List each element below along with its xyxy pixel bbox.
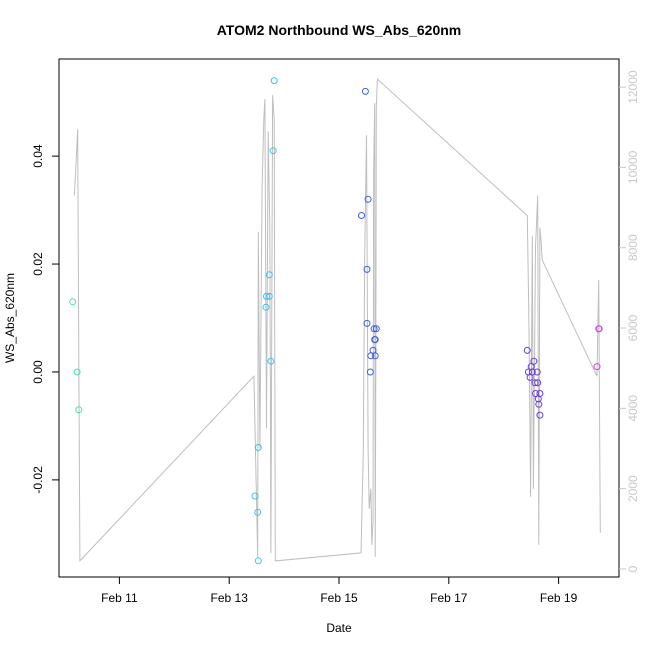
data-point-2 (75, 406, 83, 414)
data-point-33 (531, 379, 539, 387)
data-point-17 (363, 319, 371, 327)
data-point-6 (254, 557, 262, 565)
data-point-14 (358, 212, 365, 219)
data-point-41 (593, 363, 601, 371)
y2-tick-label: 0 (626, 565, 640, 572)
y-tick-label: 0.00 (31, 360, 45, 384)
y2-tick-label: 12000 (626, 70, 640, 104)
x-tick-label: Feb 11 (101, 591, 138, 605)
scatter-points (69, 77, 603, 565)
y-tick-label: 0.02 (31, 252, 45, 276)
y-tick-label: -0.02 (31, 466, 45, 494)
x-tick-label: Feb 19 (540, 591, 578, 605)
data-point-39 (536, 390, 544, 397)
data-point-13 (270, 77, 278, 85)
data-point-19 (366, 368, 374, 376)
data-point-11 (267, 357, 275, 365)
data-point-8 (263, 292, 270, 300)
x-tick-label: Feb 15 (320, 591, 358, 605)
data-point-25 (371, 336, 379, 344)
data-point-26 (372, 325, 380, 333)
right-axis-series (73, 78, 601, 563)
data-point-5 (254, 444, 262, 451)
data-point-27 (523, 346, 531, 354)
x-axis: Feb 11 Feb 13 Feb 15 Feb 17 Feb 19 (101, 577, 578, 605)
x-axis-label: Date (326, 621, 352, 635)
data-point-43 (595, 325, 603, 333)
data-point-0 (69, 298, 77, 306)
data-point-38 (535, 400, 543, 408)
data-point-15 (361, 87, 369, 95)
data-point-35 (533, 368, 541, 376)
data-point-32 (530, 357, 538, 365)
series-line (73, 78, 601, 563)
y2-tick-label: 10000 (626, 150, 640, 184)
data-point-24 (371, 352, 379, 360)
chart-title: ATOM2 Northbound WS_Abs_620nm (217, 22, 462, 38)
data-point-40 (536, 411, 544, 419)
y2-tick-label: 6000 (626, 314, 640, 341)
y2-tick-label: 4000 (626, 395, 640, 422)
data-point-3 (251, 492, 259, 500)
data-point-16 (363, 265, 371, 273)
data-point-34 (532, 390, 539, 397)
data-point-36 (534, 379, 542, 387)
data-point-18 (364, 195, 372, 203)
y-axis: -0.02 0.00 0.02 0.04 (31, 144, 59, 494)
right-y-axis: 0 2000 4000 6000 8000 10000 12000 (619, 70, 640, 572)
y2-tick-label: 2000 (626, 475, 640, 502)
x-tick-label: Feb 17 (430, 591, 468, 605)
data-point-31 (528, 368, 536, 376)
data-point-10 (265, 271, 273, 279)
data-point-12 (269, 147, 277, 155)
data-point-9 (265, 292, 273, 300)
data-point-7 (262, 303, 270, 311)
y-tick-label: 0.04 (31, 144, 45, 168)
data-point-1 (73, 368, 81, 376)
data-point-4 (254, 508, 262, 516)
x-tick-label: Feb 13 (211, 591, 249, 605)
data-point-22 (370, 325, 378, 333)
y-axis-label: WS_Abs_620nm (3, 273, 17, 363)
y2-tick-label: 8000 (626, 234, 640, 261)
